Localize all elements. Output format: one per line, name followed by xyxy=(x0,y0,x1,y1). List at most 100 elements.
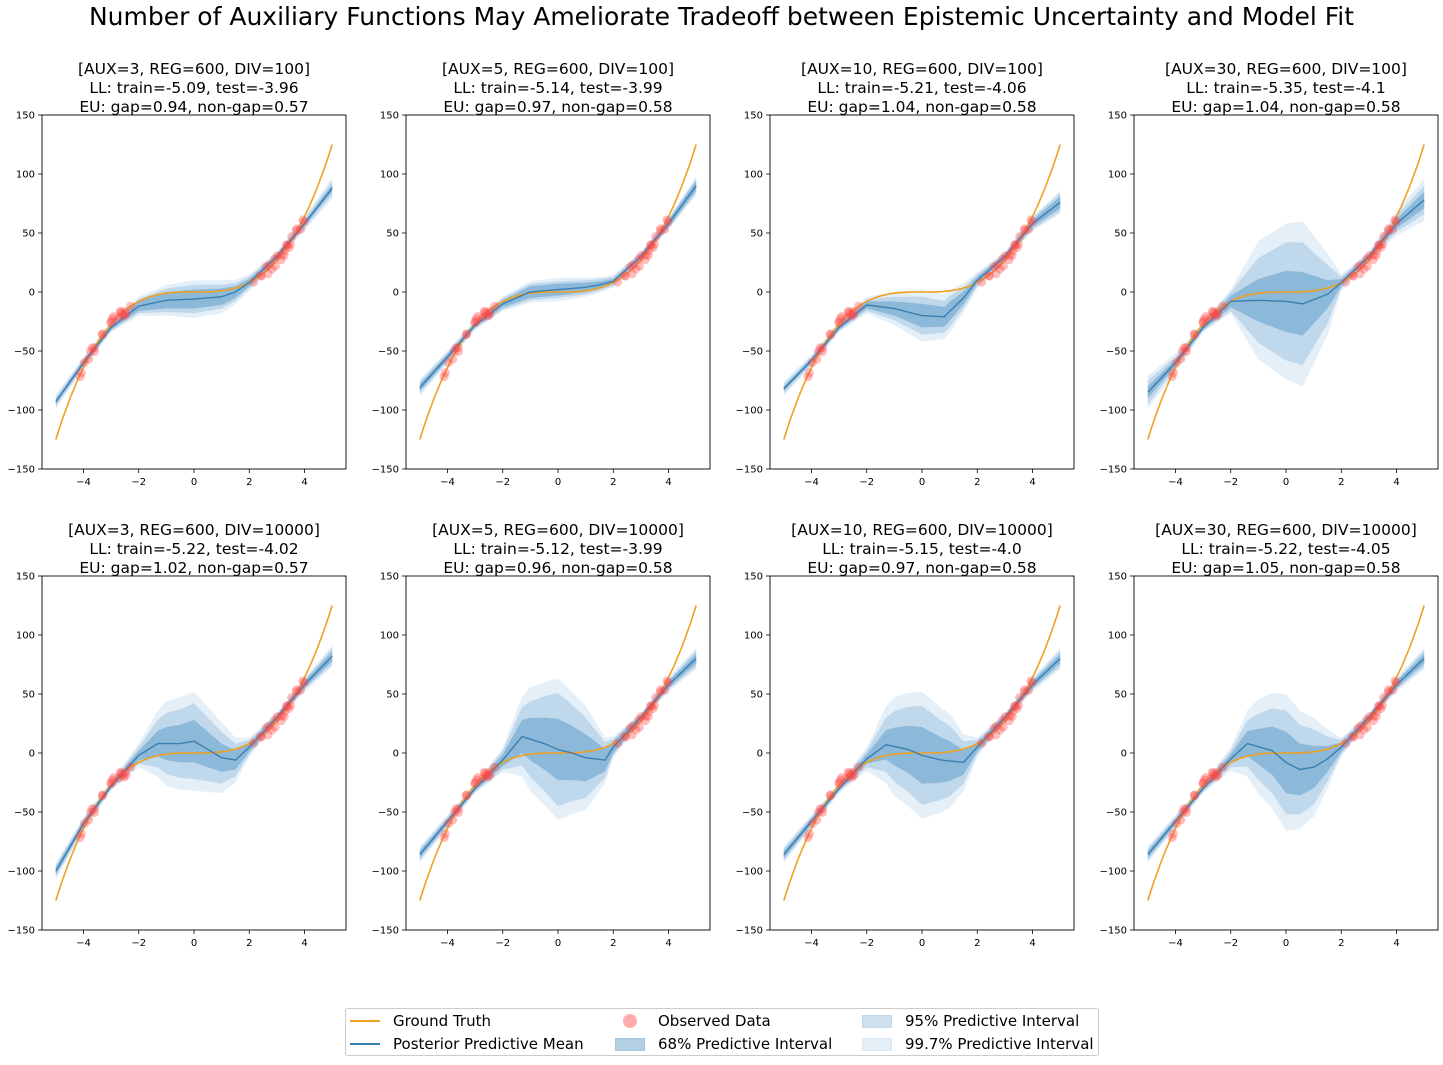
x-tick-label: −2 xyxy=(131,477,146,488)
observed-data-point xyxy=(87,343,97,353)
x-tick-label: 4 xyxy=(1029,477,1035,488)
y-tick-label: −150 xyxy=(8,465,35,476)
observed-data-point xyxy=(1013,239,1023,249)
observed-data-point xyxy=(277,711,286,721)
observed-data-point xyxy=(1199,314,1209,324)
y-tick-label: 100 xyxy=(16,170,35,181)
mean-line xyxy=(55,187,333,403)
observed-data-point xyxy=(643,711,653,721)
legend-label-mean: Posterior Predictive Mean xyxy=(393,1035,584,1053)
subplot-title-line: LL: train=-5.12, test=-3.99 xyxy=(453,540,662,558)
observed-data-point xyxy=(844,307,854,317)
legend-patch-band68-icon xyxy=(614,1037,646,1051)
observed-data-point xyxy=(631,264,641,274)
observed-data-point xyxy=(478,312,488,322)
observed-data-point xyxy=(481,770,491,780)
observed-data-point xyxy=(276,255,286,265)
y-tick-label: −50 xyxy=(1106,347,1127,358)
ground-truth-line xyxy=(419,144,697,440)
observed-data-point xyxy=(1012,243,1022,253)
observed-data-point xyxy=(1176,815,1186,825)
y-tick-label: −100 xyxy=(372,867,399,878)
legend-item-band95: 95% Predictive Interval xyxy=(861,1010,1079,1032)
observed-data-point xyxy=(646,240,656,250)
observed-data-point xyxy=(1209,309,1219,319)
x-tick-label: 4 xyxy=(301,938,307,949)
observed-data-point xyxy=(826,329,835,339)
y-tick-label: 150 xyxy=(16,111,35,122)
ground-truth-line xyxy=(1147,144,1425,440)
observed-data-point xyxy=(1004,255,1014,265)
observed-data-point xyxy=(834,318,844,328)
observed-data-point xyxy=(443,358,453,368)
observed-data-point xyxy=(1374,701,1384,711)
observed-data-point xyxy=(1355,269,1365,279)
mean-line xyxy=(419,185,697,389)
observed-data-point xyxy=(97,791,107,801)
observed-data-point xyxy=(625,262,635,272)
observed-data-point xyxy=(1171,819,1181,829)
observed-data-point xyxy=(470,779,480,789)
subplot-title-line: [AUX=10, REG=600, DIV=100] xyxy=(801,60,1043,78)
y-tick-label: −150 xyxy=(736,926,763,937)
observed-data-point xyxy=(1181,343,1191,353)
observed-data-point xyxy=(483,772,493,782)
observed-data-point xyxy=(279,250,289,260)
observed-data-point xyxy=(450,346,459,356)
observed-data-point xyxy=(276,716,286,726)
y-tick-label: 150 xyxy=(744,111,763,122)
observed-data-point xyxy=(285,239,295,249)
observed-data-point xyxy=(1168,368,1178,378)
observed-data-point xyxy=(814,346,823,356)
observed-data-point xyxy=(1179,343,1189,353)
y-tick-label: 0 xyxy=(29,749,35,760)
observed-data-point xyxy=(804,368,814,378)
observed-data-point xyxy=(483,311,493,321)
observed-data-point xyxy=(845,309,855,319)
observed-data-point xyxy=(299,678,309,688)
subplot-title-line: [AUX=3, REG=600, DIV=10000] xyxy=(68,521,320,539)
observed-data-point xyxy=(479,306,489,316)
x-tick-label: 0 xyxy=(1283,938,1289,949)
observed-data-point xyxy=(812,815,822,825)
observed-data-point xyxy=(625,723,635,733)
observed-data-point xyxy=(1206,773,1216,783)
observed-data-point xyxy=(1371,250,1381,260)
observed-data-point xyxy=(1181,808,1191,817)
y-tick-label: −50 xyxy=(742,808,763,819)
x-tick-label: 2 xyxy=(246,477,252,488)
legend-patch-band997-icon xyxy=(861,1037,893,1051)
subplot-title-line: LL: train=-5.35, test=-4.1 xyxy=(1186,79,1385,97)
observed-data-point xyxy=(1026,215,1036,225)
observed-data-point xyxy=(848,768,858,778)
subplot-title-line: LL: train=-5.22, test=-4.05 xyxy=(1181,540,1390,558)
observed-data-point xyxy=(287,232,297,241)
observed-data-point xyxy=(631,725,641,735)
observed-data-point xyxy=(636,712,646,722)
x-tick-label: 0 xyxy=(919,477,925,488)
ground-truth-line xyxy=(55,605,333,901)
y-tick-label: 150 xyxy=(744,572,763,583)
x-tick-label: 2 xyxy=(974,938,980,949)
observed-data-point xyxy=(1178,807,1187,817)
y-tick-label: 0 xyxy=(393,749,399,760)
observed-data-point xyxy=(1349,732,1358,742)
observed-data-point xyxy=(662,676,672,686)
observed-data-point xyxy=(284,243,294,253)
ground-truth-line xyxy=(1147,605,1425,901)
observed-data-point xyxy=(461,791,471,801)
observed-data-point xyxy=(663,678,673,688)
legend-line-mean-icon xyxy=(349,1037,381,1051)
observed-data-point xyxy=(115,306,125,316)
observed-data-point xyxy=(1362,254,1372,264)
observed-data-point xyxy=(844,768,854,778)
legend-label-band68: 68% Predictive Interval xyxy=(658,1035,833,1053)
plot-area xyxy=(1147,605,1425,901)
observed-data-point xyxy=(1211,311,1221,321)
observed-data-point xyxy=(1209,770,1219,780)
observed-data-point xyxy=(1359,264,1369,274)
observed-data-point xyxy=(854,762,864,772)
x-tick-label: 0 xyxy=(191,938,197,949)
observed-data-point xyxy=(270,254,280,264)
observed-data-point xyxy=(1376,243,1386,253)
